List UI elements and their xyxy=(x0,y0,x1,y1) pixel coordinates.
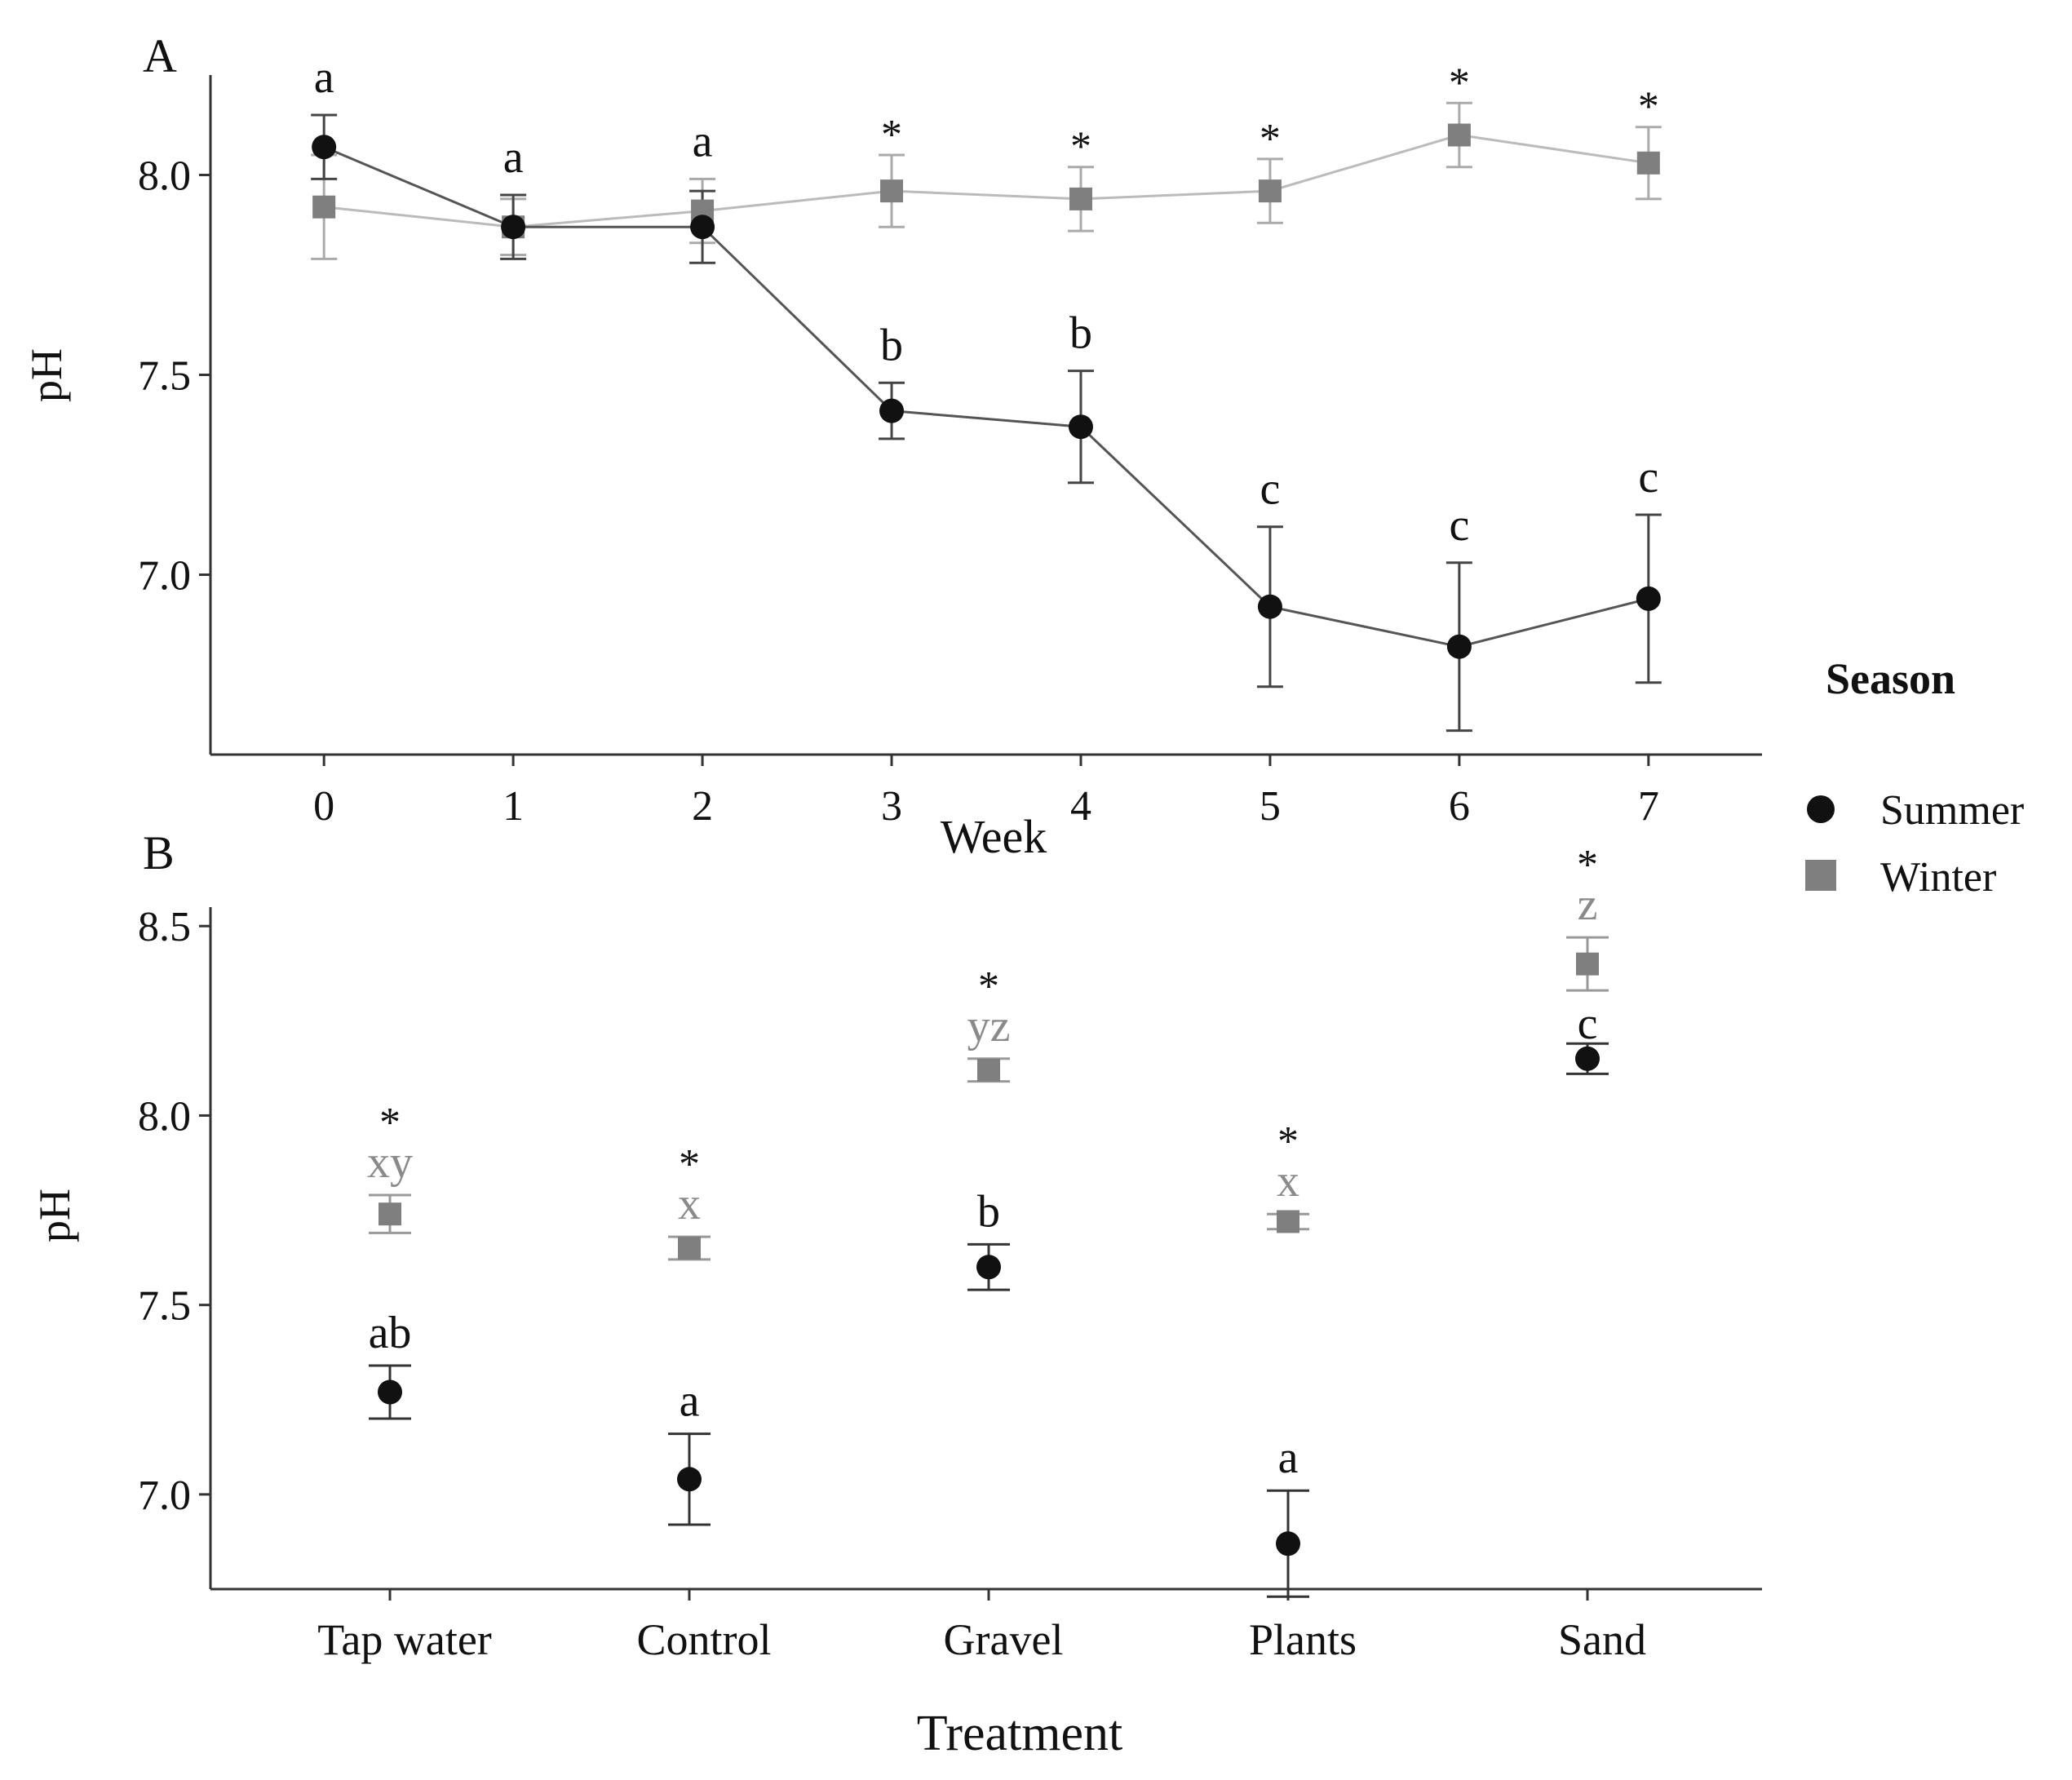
panel-a-plot: a a a b * b * c * c * c * xyxy=(311,52,1662,733)
panel-a-winter-point xyxy=(1636,151,1660,175)
panel-b-summer-point xyxy=(1575,1046,1600,1071)
panel-b-season-sig-label: * xyxy=(379,1100,401,1146)
panel-b-x-tick-label: Tap water xyxy=(317,1615,492,1664)
panel-a-summer-sig-label: b xyxy=(880,320,903,370)
panel-a-y-tick-label: 8.0 xyxy=(138,153,191,200)
panel-b-x-tick-label: Sand xyxy=(1558,1615,1646,1664)
panel-b-winter-point xyxy=(1576,952,1599,976)
panel-a-winter-sig-label: * xyxy=(1070,124,1091,170)
panel-b-winter-point xyxy=(977,1058,1000,1082)
panel-b-winter-point xyxy=(1277,1210,1299,1233)
panel-a-x-tick-label: 5 xyxy=(1260,783,1281,830)
panel-b-x-tick-label: Control xyxy=(636,1615,771,1664)
panel-b-winter-point xyxy=(678,1237,701,1260)
panel-a-summer-line xyxy=(323,145,1649,649)
panel-a-y-tick-label: 7.0 xyxy=(138,553,191,600)
panel-b-summer-sig-label: ab xyxy=(369,1308,412,1358)
panel-a-winter-sig-label: * xyxy=(1260,116,1281,162)
legend-title: Season xyxy=(1826,654,1955,703)
panel-b-letter: B xyxy=(143,826,175,879)
panel-a-x-tick-label: 1 xyxy=(503,783,524,830)
panel-a-winter-sig-label: * xyxy=(881,112,902,158)
panel-b-summer-point xyxy=(976,1255,1001,1280)
legend-summer-marker xyxy=(1807,795,1835,823)
panel-b-summer-sig-label: a xyxy=(680,1376,700,1427)
panel-a-winter-line xyxy=(324,133,1649,228)
panel-a-x-tick-label: 7 xyxy=(1638,783,1659,830)
panel-a: A pH Week 7.0 7.5 8.0 0 1 2 3 4 5 6 7 a a a b * b * c * c *… xyxy=(22,29,1762,863)
panel-a-summer-sig-label: a xyxy=(314,52,334,103)
panel-a-summer-point xyxy=(879,398,905,423)
panel-b-winter-group-label: yz xyxy=(967,1001,1011,1052)
panel-a-summer-point xyxy=(1446,634,1472,659)
panel-a-summer-sig-label: b xyxy=(1069,308,1092,359)
panel-b-season-sig-label: * xyxy=(1277,1118,1299,1165)
panel-a-summer-sig-label: c xyxy=(1449,500,1469,551)
panel-a-letter: A xyxy=(143,29,177,82)
panel-b-winter-group-label: z xyxy=(1578,879,1598,930)
panel-b-winter-point xyxy=(379,1202,401,1226)
panel-b-y-tick-label: 8.5 xyxy=(138,904,191,950)
panel-a-summer-point xyxy=(501,215,526,240)
panel-a-x-tick-label: 4 xyxy=(1070,783,1091,830)
legend-winter-marker xyxy=(1805,860,1836,891)
panel-a-x-label: Week xyxy=(941,810,1047,863)
panel-a-x-tick-label: 0 xyxy=(313,783,334,830)
panel-a-summer-point xyxy=(690,215,715,240)
panel-b-season-sig-label: * xyxy=(1577,842,1598,888)
panel-a-y-tick-label: 7.5 xyxy=(138,353,191,400)
panel-a-x-ticks: 0 1 2 3 4 5 6 7 xyxy=(313,755,1659,830)
panel-a-summer-point xyxy=(312,135,337,160)
panel-a-summer-point xyxy=(1068,414,1093,440)
panel-b-summer-sig-label: a xyxy=(1278,1432,1299,1483)
panel-a-x-tick-label: 2 xyxy=(692,783,713,830)
panel-b-season-sig-label: * xyxy=(978,963,999,1010)
panel-b-y-ticks: 7.0 7.5 8.0 8.5 xyxy=(138,904,210,1519)
panel-b-x-tick-label: Plants xyxy=(1249,1615,1357,1664)
panel-a-winter-point xyxy=(1258,179,1282,203)
panel-b-summer-sig-label: c xyxy=(1578,998,1598,1049)
panel-a-winter-point xyxy=(1069,187,1092,210)
panel-b-winter-group-label: xy xyxy=(367,1137,413,1188)
panel-a-summer-sig-label: c xyxy=(1260,464,1280,515)
panel-b-summer-sig-label: b xyxy=(977,1186,1000,1237)
panel-b-summer-point xyxy=(378,1379,402,1405)
panel-b-winter-group-label: x xyxy=(678,1179,701,1229)
panel-a-x-tick-label: 6 xyxy=(1449,783,1470,830)
panel-a-summer-sig-label: a xyxy=(503,132,524,183)
panel-b: B pH Treatment 7.0 7.5 8.0 8.5 Tap water Con… xyxy=(30,826,1762,1761)
panel-b-y-tick-label: 7.5 xyxy=(138,1283,191,1330)
legend: Season Summer Winter xyxy=(1805,654,2024,901)
panel-a-winter-point xyxy=(880,179,904,203)
panel-b-summer-point xyxy=(677,1467,702,1492)
panel-a-winter-point xyxy=(1447,123,1471,147)
panel-b-y-label: pH xyxy=(30,1189,79,1242)
panel-b-x-ticks: Tap water Control Gravel Plants Sand xyxy=(317,1589,1646,1664)
panel-a-winter-sig-label: * xyxy=(1638,84,1659,131)
panel-a-summer-sig-label: c xyxy=(1638,452,1658,503)
panel-a-x-tick-label: 3 xyxy=(881,783,902,830)
panel-a-y-label: pH xyxy=(22,348,71,402)
panel-b-y-tick-label: 8.0 xyxy=(138,1093,191,1140)
legend-winter-label: Winter xyxy=(1880,854,1996,901)
panel-b-season-sig-label: * xyxy=(679,1141,700,1188)
panel-a-summer-point xyxy=(1636,586,1661,611)
panel-a-summer-point xyxy=(1257,594,1282,619)
legend-summer-label: Summer xyxy=(1880,787,2024,834)
panel-b-x-label: Treatment xyxy=(917,1706,1123,1761)
panel-a-y-ticks: 7.0 7.5 8.0 xyxy=(138,153,210,600)
panel-b-winter-group-label: x xyxy=(1277,1156,1299,1207)
panel-b-summer-point xyxy=(1276,1531,1300,1556)
panel-a-winter-sig-label: * xyxy=(1449,60,1470,106)
panel-b-x-tick-label: Gravel xyxy=(944,1615,1064,1664)
panel-b-y-tick-label: 7.0 xyxy=(138,1472,191,1519)
panel-a-summer-sig-label: a xyxy=(693,116,713,166)
panel-a-winter-point xyxy=(312,195,336,219)
